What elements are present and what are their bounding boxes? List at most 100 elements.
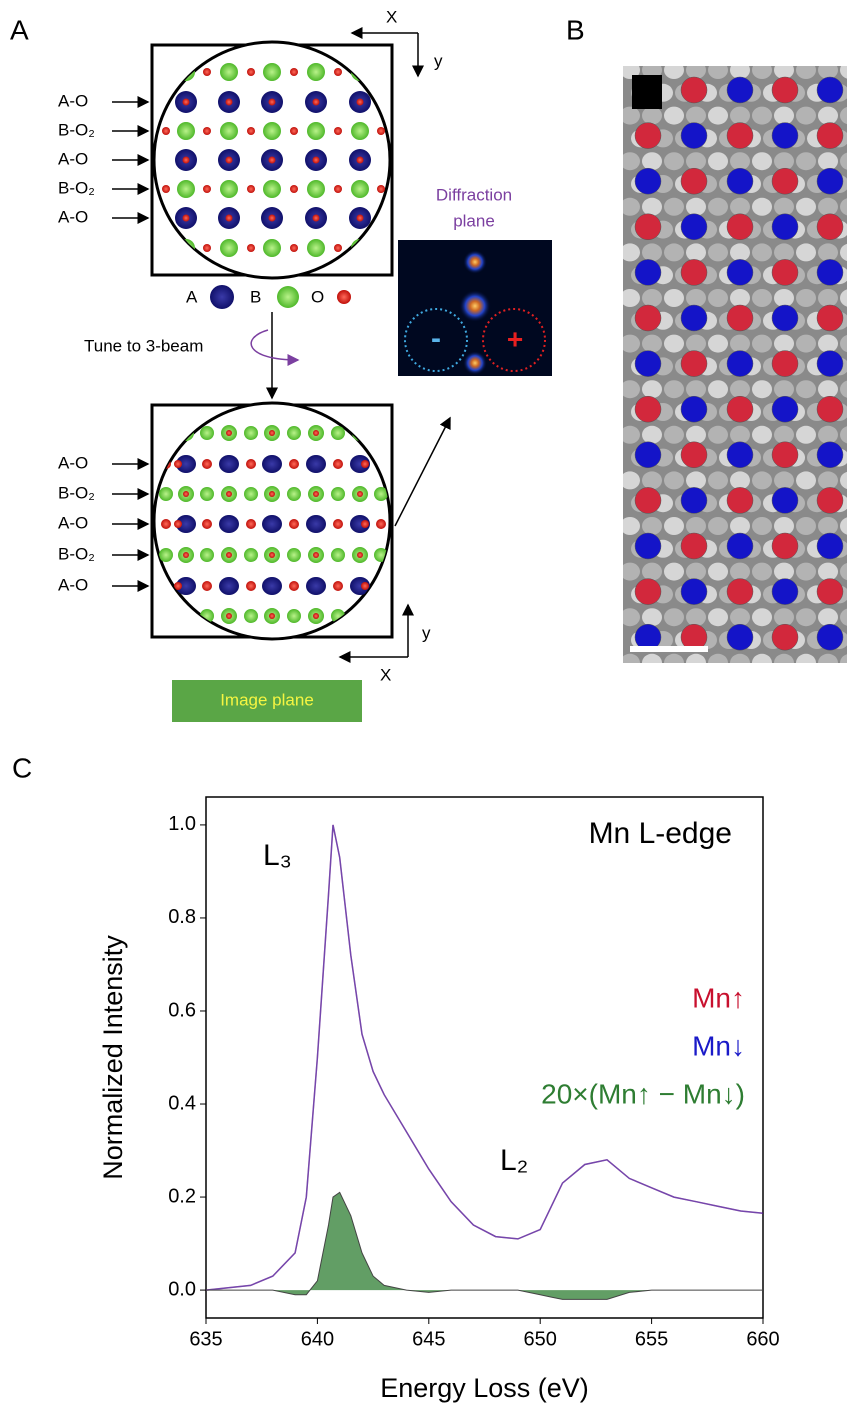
- texture-blob: [752, 562, 772, 581]
- diffraction-title: Diffraction: [436, 185, 512, 204]
- atom-o: [361, 582, 369, 590]
- atom-o: [333, 459, 343, 469]
- atom-b: [159, 487, 173, 501]
- x-tick-label: 640: [301, 1328, 334, 1350]
- atom-marker: [771, 76, 799, 104]
- plus: +: [507, 323, 523, 354]
- atom-o: [361, 460, 369, 468]
- atom-marker: [634, 350, 662, 377]
- texture-blob: [623, 517, 640, 535]
- legend-label: 20×(Mn↑ − Mn↓): [541, 1078, 745, 1109]
- row-label: A-O: [58, 207, 88, 226]
- texture-blob: [708, 380, 728, 399]
- annotation: Tune to 3-beam: [84, 336, 203, 355]
- texture-blob: [818, 334, 838, 353]
- texture-blob: [686, 653, 706, 663]
- atom-a: [219, 455, 239, 473]
- atom-b: [263, 63, 281, 81]
- atom-marker: [771, 213, 799, 241]
- arrow: [394, 416, 451, 527]
- texture-blob: [686, 608, 706, 627]
- texture-blob: [708, 471, 728, 490]
- texture-blob: [752, 289, 772, 307]
- atom-o: [226, 491, 232, 497]
- atom-o: [290, 68, 298, 76]
- atom-b: [374, 609, 388, 623]
- atom-marker: [771, 167, 799, 195]
- atom-marker: [680, 532, 708, 560]
- atom-o: [334, 185, 342, 193]
- atom-o: [202, 581, 212, 591]
- texture-blob: [774, 334, 794, 353]
- texture-blob: [818, 289, 838, 307]
- atom-b: [244, 426, 258, 440]
- atom-b: [351, 122, 369, 140]
- texture-blob: [840, 563, 847, 581]
- atom-marker: [771, 532, 799, 560]
- texture-blob: [818, 106, 838, 125]
- texture-blob: [796, 289, 816, 307]
- atom-marker: [726, 532, 754, 560]
- chart: 635 640 645 650 655 660 0.0 0.2 0.4 0.6 0.8 1.0 Ener…: [98, 796, 780, 1403]
- atom-b: [352, 425, 368, 441]
- legend-label: Mn↓: [692, 1030, 745, 1061]
- atom-a: [350, 515, 370, 533]
- texture-blob: [664, 471, 684, 490]
- row-label: A-O: [58, 575, 88, 594]
- atom-marker: [680, 441, 708, 469]
- texture-blob: [774, 608, 794, 627]
- texture-blob: [730, 334, 750, 353]
- atom-b: [244, 487, 258, 501]
- atom-b: [159, 426, 173, 440]
- texture-blob: [752, 517, 772, 535]
- atom-o: [162, 127, 170, 135]
- texture-blob: [686, 425, 706, 444]
- texture-blob: [774, 152, 794, 171]
- texture-blob: [796, 517, 816, 535]
- axis-label: y: [422, 623, 431, 642]
- texture-blob: [686, 334, 706, 353]
- plot-frame: [205, 796, 764, 1319]
- x-tick-label: 635: [189, 1328, 222, 1350]
- atom-a: [176, 577, 196, 595]
- texture-blob: [642, 106, 662, 125]
- texture-blob: [796, 66, 816, 79]
- texture-blob: [818, 653, 838, 663]
- atom-marker: [816, 350, 844, 377]
- atom-o: [182, 214, 190, 222]
- annotation: L₃: [263, 839, 292, 872]
- annotation: L₂: [500, 1144, 528, 1177]
- atom-marker: [816, 167, 844, 195]
- atom-o: [202, 459, 212, 469]
- texture-blob: [818, 608, 838, 627]
- texture-blob: [840, 152, 847, 170]
- atom-o: [203, 185, 211, 193]
- atom-a: [262, 455, 282, 473]
- atom-a: [350, 577, 370, 595]
- atom-o: [174, 582, 182, 590]
- texture-blob: [686, 243, 706, 262]
- atom-marker: [726, 122, 754, 149]
- atom-o: [226, 552, 232, 558]
- row-label: A-O: [58, 513, 88, 532]
- atom-marker: [726, 167, 754, 195]
- texture-blob: [774, 197, 794, 216]
- atom-marker: [680, 167, 708, 195]
- row-labels: A-O B-O₂ A-O B-O₂ A-O: [58, 91, 150, 226]
- texture-blob: [840, 66, 847, 79]
- texture-blob: [741, 677, 761, 695]
- atom-o: [289, 581, 299, 591]
- texture-blob: [752, 106, 772, 125]
- texture-blob: [730, 243, 750, 262]
- atom-b: [287, 609, 301, 623]
- atom-o: [290, 185, 298, 193]
- marker-square: [632, 75, 662, 109]
- texture-blob: [774, 289, 794, 307]
- texture-blob: [686, 106, 706, 125]
- texture-blob: [708, 517, 728, 535]
- atom-marker: [726, 76, 754, 104]
- atom-marker: [816, 487, 844, 514]
- texture-blob: [730, 197, 750, 216]
- texture-blob: [752, 197, 772, 216]
